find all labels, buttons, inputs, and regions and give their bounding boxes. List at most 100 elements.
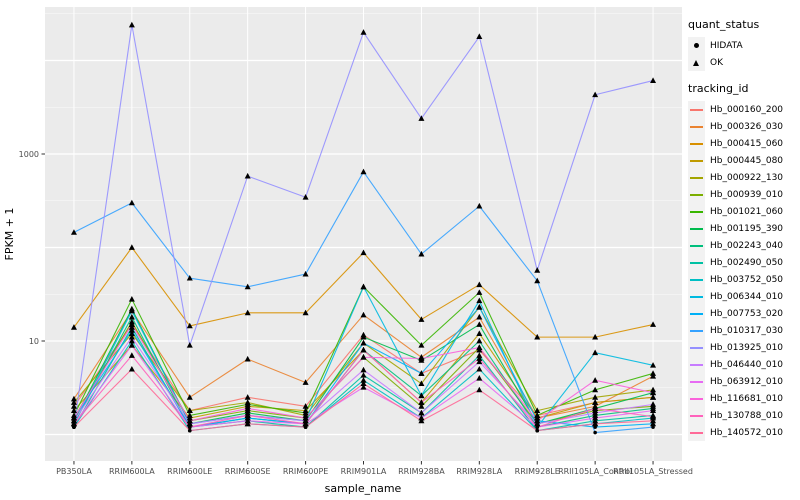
data-point-ok [244,394,251,400]
data-point-ok [476,281,483,288]
line-swatch-icon [688,169,705,186]
data-point-ok [650,407,657,414]
legend-item-label: Hb_001021_060 [710,206,784,217]
series-color-line [690,346,703,349]
data-point-ok [592,399,599,405]
data-point-ok [592,409,599,416]
data-point-ok [418,403,425,409]
data-point-ok [186,420,193,427]
legend-item-tracking: Hb_000326_030 [688,118,800,135]
circle-glyph [694,43,699,48]
data-point-ok [128,307,135,314]
legend-item-tracking: Hb_140572_010 [688,424,800,441]
data-point-ok [476,330,483,336]
x-tick-label: RRII105LA_Control [558,467,632,476]
legend-item-label: Hb_046440_010 [710,359,784,370]
series-color-line [690,397,703,400]
data-point-ok [360,249,367,256]
data-point-ok [128,324,135,330]
data-point-ok [650,386,657,393]
data-point-ok [302,270,309,277]
legend-item-ok: OK [688,54,800,71]
data-point-ok [70,414,77,421]
data-point-ok [418,316,425,322]
data-point-ok [650,321,657,327]
data-point-ok [650,389,657,396]
data-point-ok [650,373,657,379]
legend-item-label: Hb_003752_050 [710,274,784,285]
line-swatch-icon [688,390,705,407]
data-point-ok [534,417,541,424]
data-point-hidata [303,425,308,429]
quant-status-legend-title: quant_status [688,18,760,31]
data-point-ok [592,349,599,356]
legend-item-tracking: Hb_007753_020 [688,305,800,322]
data-point-ok [70,403,77,409]
data-point-ok [186,417,193,424]
legend-item-label: Hb_000160_200 [710,104,784,115]
data-point-ok [128,244,135,250]
data-point-ok [476,33,483,40]
data-point-ok [360,339,367,346]
quant-status-legend-items: HIDATA OK [688,37,800,71]
line-swatch-icon [688,254,705,271]
line-swatch-icon [688,271,705,288]
series-color-line [690,193,703,196]
legend-item-label: Hb_013925_010 [710,342,784,353]
data-point-hidata [593,430,597,435]
data-point-ok [302,420,309,427]
legend-item-label: Hb_002490_050 [710,257,784,268]
series-color-line [690,295,703,298]
data-point-ok [128,352,135,358]
tracking-id-legend-items: Hb_000160_200 Hb_000326_030 Hb_000415_060 H… [688,101,800,441]
series-color-line [690,278,703,281]
legend-item-tracking: Hb_002490_050 [688,254,800,271]
legend-item-tracking: Hb_000415_060 [688,135,800,152]
data-point-ok [534,333,541,340]
legend-item-tracking: Hb_002243_040 [688,237,800,254]
legend-item-tracking: Hb_130788_010 [688,407,800,424]
data-point-ok [476,344,483,350]
series-color-line [690,125,703,128]
data-point-ok [70,420,77,427]
data-point-ok [418,250,425,257]
legend-item-tracking: Hb_000445_080 [688,152,800,169]
data-point-ok [592,386,599,393]
data-point-ok [360,346,367,353]
data-point-ok [70,324,77,330]
series-color-line [690,159,703,162]
data-point-ok [418,380,425,387]
data-point-ok [476,289,483,295]
legend-item-label: Hb_000922_130 [710,172,784,183]
legend-item-tracking: Hb_063912_010 [688,373,800,390]
data-point-ok [418,355,425,361]
series-color-line [690,244,703,247]
data-point-ok [244,401,251,407]
data-point-ok [650,362,657,368]
data-point-ok [128,21,135,28]
data-point-ok [650,370,657,376]
legend-item-tracking: Hb_013925_010 [688,339,800,356]
line-swatch-icon [688,373,705,390]
data-point-ok [302,379,309,385]
legend-item-tracking: Hb_000160_200 [688,101,800,118]
data-point-ok [360,377,367,383]
data-point-ok [476,365,483,372]
line-swatch-icon [688,356,705,373]
data-point-ok [592,377,599,383]
data-point-ok [592,333,599,340]
data-point-ok [302,403,309,409]
data-point-ok [592,91,599,98]
data-point-ok [650,401,657,407]
data-point-ok [476,352,483,358]
legend-item-label: Hb_006344_010 [710,291,784,302]
legend-item-label: OK [710,57,723,68]
data-point-ok [360,168,367,175]
y-tick-label: 1000 [19,150,39,159]
triangle-marker-icon [688,54,705,71]
legend: quant_status HIDATA OK tracking_id Hb_000… [688,18,800,441]
data-point-ok [360,366,367,373]
data-point-ok [186,274,193,281]
